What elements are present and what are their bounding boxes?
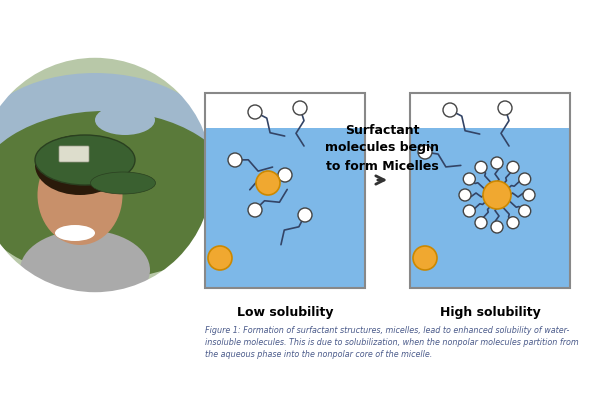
Circle shape xyxy=(491,221,503,233)
Text: Figure 1: Formation of surfactant structures, micelles, lead to enhanced solubil: Figure 1: Formation of surfactant struct… xyxy=(205,326,578,358)
Circle shape xyxy=(475,217,487,229)
Circle shape xyxy=(248,203,262,217)
Circle shape xyxy=(459,189,471,201)
Circle shape xyxy=(507,217,519,229)
Text: Low solubility: Low solubility xyxy=(237,306,333,319)
Bar xyxy=(205,128,365,288)
Circle shape xyxy=(208,246,232,270)
Bar xyxy=(205,93,365,128)
Circle shape xyxy=(475,161,487,173)
Circle shape xyxy=(248,105,262,119)
Ellipse shape xyxy=(95,105,155,135)
Circle shape xyxy=(256,171,280,195)
Circle shape xyxy=(293,101,307,115)
Circle shape xyxy=(413,246,437,270)
Circle shape xyxy=(519,205,531,217)
Circle shape xyxy=(278,168,292,182)
Circle shape xyxy=(228,153,242,167)
Ellipse shape xyxy=(55,225,95,241)
Ellipse shape xyxy=(35,135,125,195)
Ellipse shape xyxy=(0,111,237,279)
Ellipse shape xyxy=(91,172,155,194)
Circle shape xyxy=(523,189,535,201)
Circle shape xyxy=(0,55,215,295)
Circle shape xyxy=(519,173,531,185)
Circle shape xyxy=(507,161,519,173)
FancyBboxPatch shape xyxy=(59,146,89,162)
Bar xyxy=(410,93,570,128)
Text: Surfactant
molecules begin
to form Micelles: Surfactant molecules begin to form Micel… xyxy=(325,124,439,172)
Circle shape xyxy=(463,205,475,217)
Circle shape xyxy=(298,208,312,222)
Circle shape xyxy=(498,101,512,115)
Text: High solubility: High solubility xyxy=(440,306,541,319)
Ellipse shape xyxy=(37,145,122,245)
Bar xyxy=(205,93,365,288)
Circle shape xyxy=(443,103,457,117)
Circle shape xyxy=(483,181,511,209)
Circle shape xyxy=(418,145,432,159)
Ellipse shape xyxy=(20,230,150,310)
Circle shape xyxy=(491,157,503,169)
Bar xyxy=(410,128,570,288)
Circle shape xyxy=(463,173,475,185)
Bar xyxy=(410,93,570,288)
Ellipse shape xyxy=(0,73,215,217)
Ellipse shape xyxy=(35,135,135,185)
